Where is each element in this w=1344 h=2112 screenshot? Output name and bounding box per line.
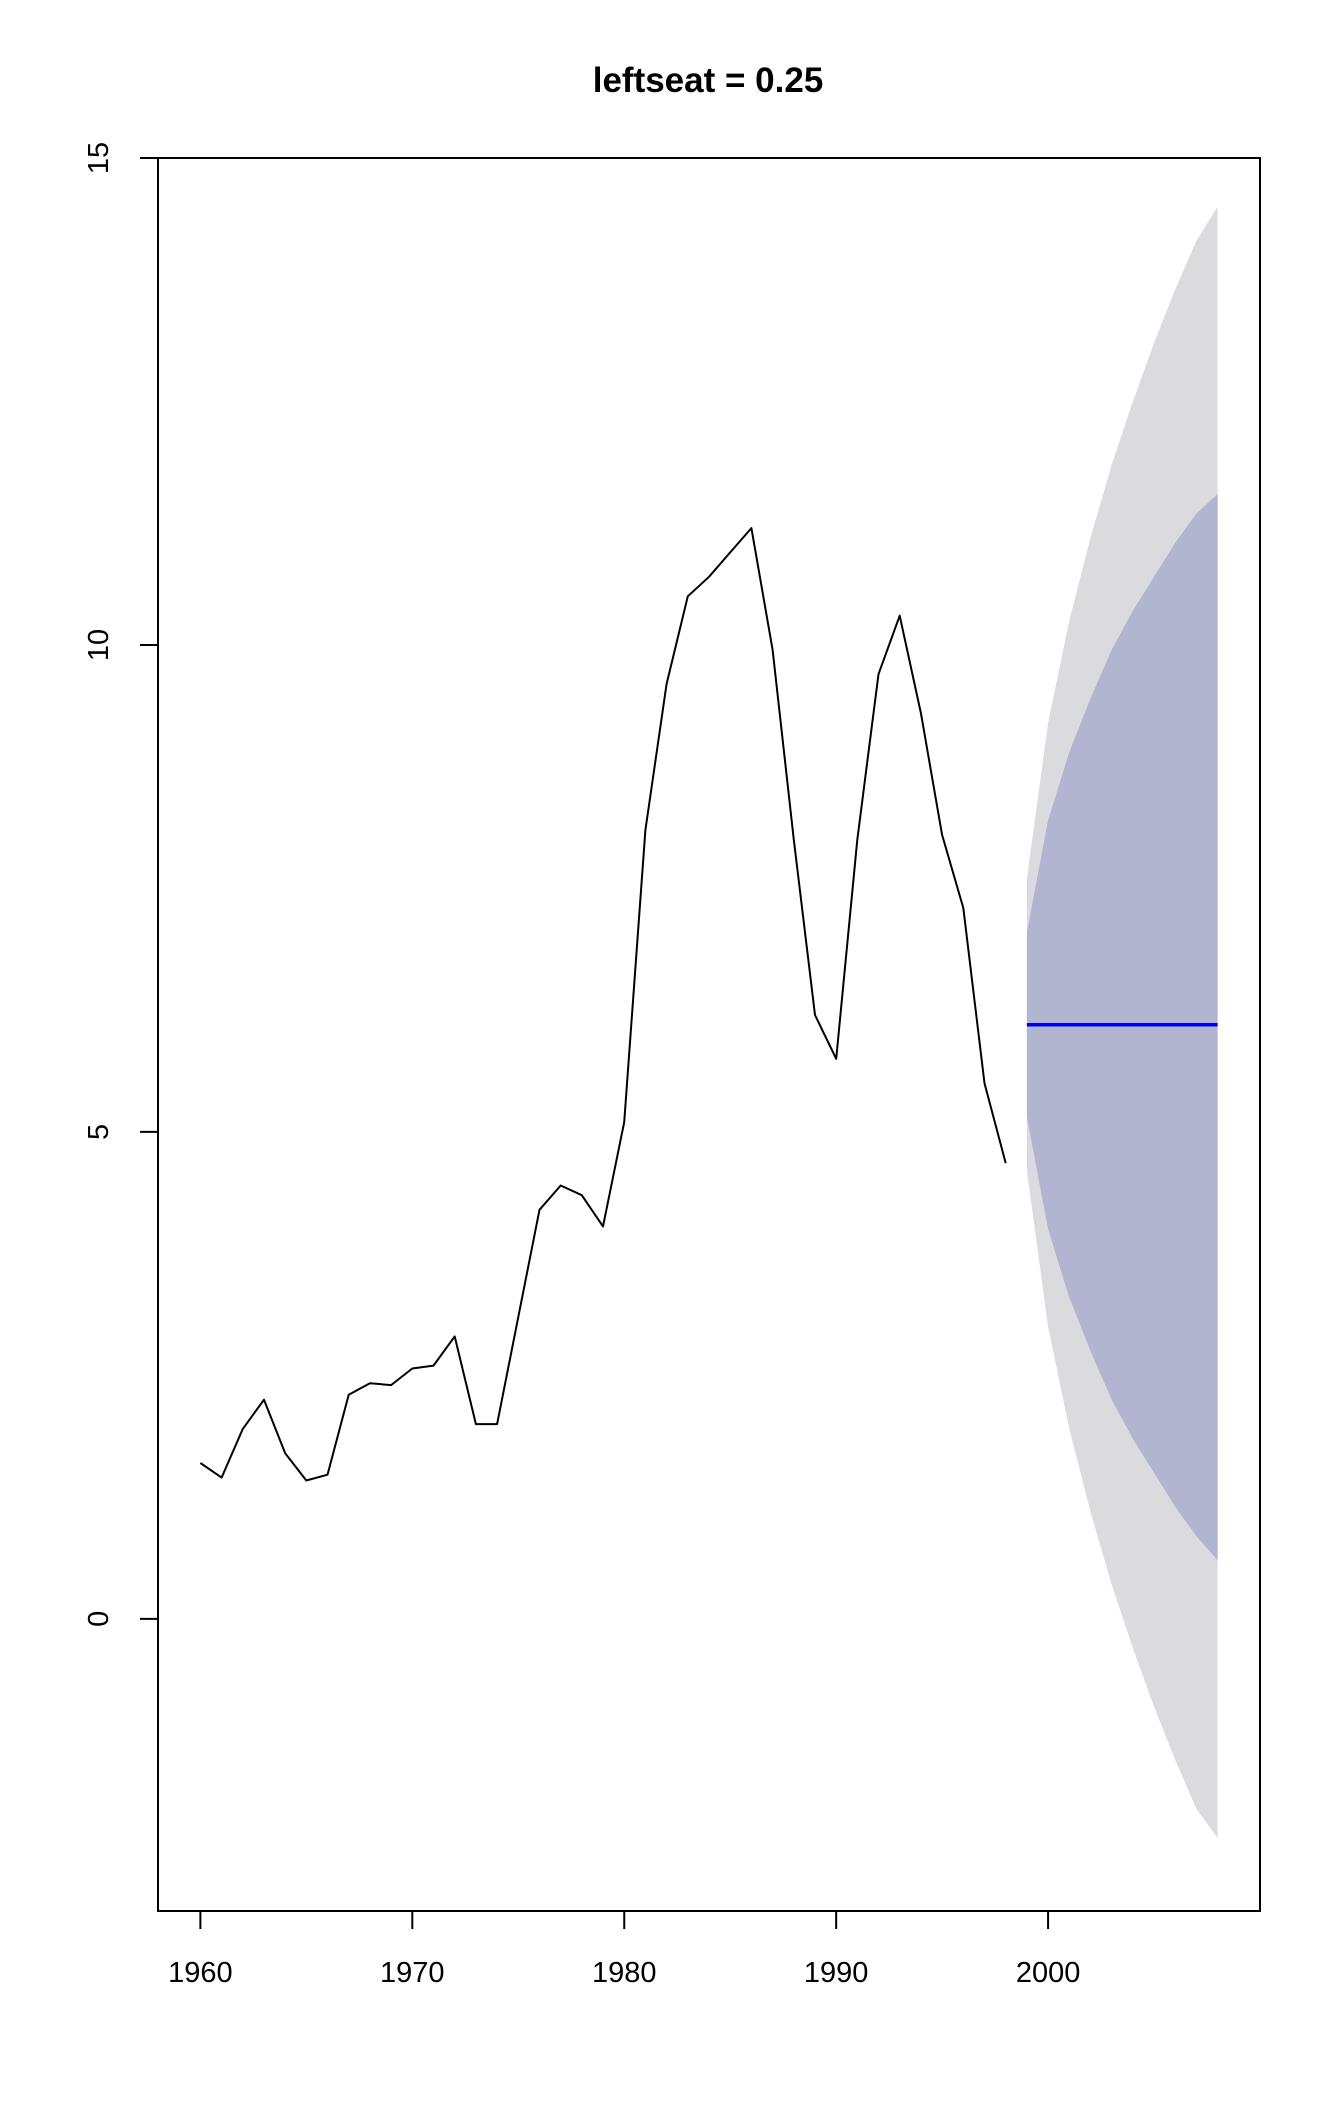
x-tick-label: 1970 — [380, 1957, 445, 1989]
observed-line — [199, 527, 1007, 1482]
y-tick-label: 0 — [83, 1611, 115, 1627]
interval-band-80 — [1026, 494, 1218, 1561]
y-axis: 0 5 10 15 — [83, 142, 159, 1627]
x-tick-label: 2000 — [1016, 1957, 1081, 1989]
chart-title: leftseat = 0.25 — [593, 61, 824, 100]
x-tick-label: 1960 — [168, 1957, 233, 1989]
y-tick-label: 5 — [83, 1124, 115, 1140]
y-tick-label: 10 — [83, 629, 115, 661]
x-tick-label: 1980 — [592, 1957, 657, 1989]
prediction-intervals — [1026, 206, 1218, 1839]
x-axis: 1960 1970 1980 1990 2000 — [168, 1910, 1081, 1989]
data-series — [199, 527, 1218, 1482]
y-tick-label: 15 — [83, 142, 115, 174]
x-tick-label: 1990 — [804, 1957, 869, 1989]
